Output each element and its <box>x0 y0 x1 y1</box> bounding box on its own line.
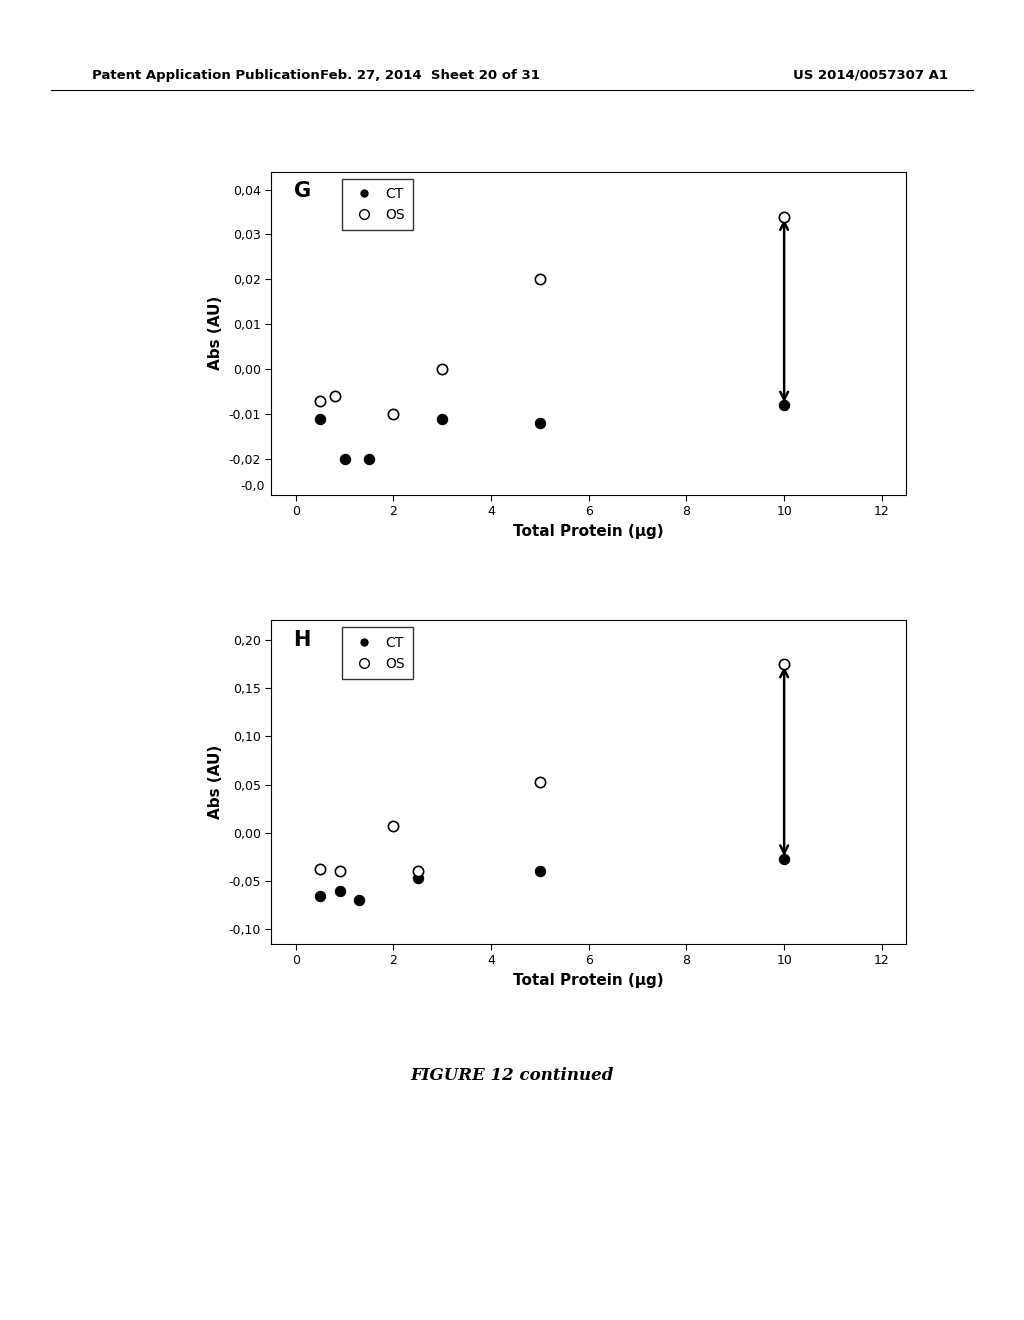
Point <box>327 385 343 407</box>
Point <box>360 449 377 470</box>
Point <box>332 861 348 882</box>
Point <box>776 206 793 227</box>
Point <box>351 890 368 911</box>
Point <box>410 861 426 882</box>
Text: Patent Application Publication: Patent Application Publication <box>92 69 319 82</box>
Text: -0,0: -0,0 <box>241 479 265 492</box>
Point <box>776 849 793 870</box>
Point <box>385 404 401 425</box>
Point <box>531 413 548 434</box>
Y-axis label: Abs (AU): Abs (AU) <box>208 744 223 820</box>
X-axis label: Total Protein (μg): Total Protein (μg) <box>513 973 665 987</box>
Text: Feb. 27, 2014  Sheet 20 of 31: Feb. 27, 2014 Sheet 20 of 31 <box>321 69 540 82</box>
Point <box>531 861 548 882</box>
Point <box>531 269 548 290</box>
Point <box>385 816 401 837</box>
Legend: CT, OS: CT, OS <box>342 178 413 230</box>
Point <box>434 408 451 429</box>
Point <box>312 408 329 429</box>
Legend: CT, OS: CT, OS <box>342 627 413 678</box>
Point <box>312 884 329 906</box>
Point <box>337 449 353 470</box>
X-axis label: Total Protein (μg): Total Protein (μg) <box>513 524 665 539</box>
Y-axis label: Abs (AU): Abs (AU) <box>208 296 223 371</box>
Point <box>776 395 793 416</box>
Point <box>776 653 793 675</box>
Point <box>410 867 426 888</box>
Point <box>312 391 329 412</box>
Text: H: H <box>294 630 311 651</box>
Point <box>434 359 451 380</box>
Point <box>531 771 548 792</box>
Point <box>332 880 348 902</box>
Point <box>312 858 329 879</box>
Text: FIGURE 12 continued: FIGURE 12 continued <box>411 1068 613 1084</box>
Text: G: G <box>294 181 310 202</box>
Text: US 2014/0057307 A1: US 2014/0057307 A1 <box>793 69 948 82</box>
